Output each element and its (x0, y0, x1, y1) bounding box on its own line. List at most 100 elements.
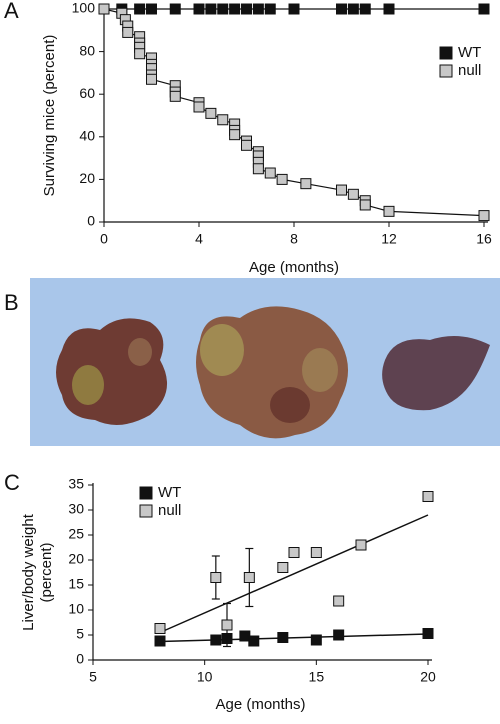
marker (276, 173, 288, 185)
marker (310, 547, 322, 558)
x-tick-label: 10 (197, 669, 213, 685)
marker (146, 73, 157, 85)
marker (229, 129, 241, 141)
marker (210, 634, 222, 646)
marker (210, 572, 222, 583)
trend-line (159, 514, 429, 634)
series-line (103, 8, 485, 217)
y-tick-label: 20 (68, 551, 84, 567)
marker (205, 3, 217, 15)
marker (248, 635, 260, 647)
marker (355, 539, 367, 551)
panel-label: C (4, 470, 20, 495)
marker (359, 3, 371, 15)
x-tick-label: 4 (195, 231, 203, 247)
y-axis-title: Liver/body weight (20, 513, 37, 631)
legend-swatch (439, 64, 453, 78)
x-axis-title: Age (months) (215, 696, 305, 713)
marker (336, 184, 347, 196)
y-tick-label: 25 (68, 526, 84, 542)
marker (300, 178, 312, 190)
x-tick-label: 20 (420, 669, 436, 685)
liver-right (382, 336, 490, 411)
marker (478, 3, 490, 15)
marker (288, 3, 300, 15)
marker (146, 3, 157, 15)
marker (169, 90, 181, 102)
legend-swatch (139, 504, 153, 518)
marker (359, 199, 371, 211)
y-tick-label: 100 (72, 0, 96, 16)
marker (134, 3, 146, 15)
liver-left (56, 318, 168, 425)
marker (347, 188, 359, 200)
marker (134, 48, 146, 60)
legend-label: WT (458, 44, 481, 61)
liver-photo (30, 278, 500, 446)
y-tick-label: 0 (76, 651, 84, 667)
marker (422, 628, 434, 639)
marker (154, 635, 166, 647)
legend-swatch (439, 46, 453, 60)
marker (478, 210, 490, 222)
tumor (302, 348, 338, 392)
marker (383, 3, 395, 15)
marker (277, 562, 289, 573)
y-tick-label: 10 (68, 601, 84, 617)
y-tick-label: 20 (79, 170, 95, 186)
x-tick-label: 15 (309, 669, 325, 685)
x-tick-label: 8 (290, 231, 298, 247)
marker (217, 114, 229, 126)
marker (122, 26, 134, 38)
tumor (128, 338, 152, 366)
y-tick-label: 80 (79, 42, 95, 58)
y-tick-label: 35 (68, 476, 84, 492)
legend-label: null (458, 62, 481, 79)
y-tick-label: 15 (68, 576, 84, 592)
marker (422, 491, 434, 502)
marker (205, 107, 217, 119)
panel-label: B (4, 290, 19, 315)
marker (277, 632, 289, 643)
y-tick-label: 40 (79, 128, 95, 144)
marker (193, 101, 205, 113)
marker (98, 3, 110, 15)
y-tick-label: 60 (79, 85, 95, 101)
marker (264, 167, 276, 179)
marker (347, 3, 359, 15)
y-axis-title: (percent) (38, 542, 55, 602)
marker (241, 139, 252, 151)
x-tick-label: 16 (476, 231, 492, 247)
trend-line (159, 633, 429, 643)
x-axis-title: Age (months) (249, 259, 339, 276)
marker (252, 163, 264, 175)
y-tick-label: 30 (68, 501, 84, 517)
y-tick-label: 0 (87, 213, 95, 229)
marker (169, 3, 181, 15)
marker (252, 3, 264, 15)
x-tick-label: 5 (89, 669, 97, 685)
tumor (72, 365, 104, 405)
tumor (200, 324, 244, 376)
legend-label: null (158, 502, 181, 519)
panel-label: A (4, 0, 19, 23)
tumor (270, 387, 310, 423)
y-tick-label: 5 (76, 626, 84, 642)
x-tick-label: 0 (100, 231, 108, 247)
marker (264, 3, 276, 15)
marker (241, 3, 252, 15)
marker (243, 572, 255, 583)
marker (193, 3, 205, 15)
legend-label: WT (158, 484, 181, 501)
marker (336, 3, 347, 15)
x-tick-label: 12 (381, 231, 397, 247)
marker (310, 634, 322, 646)
marker (333, 595, 345, 607)
legend-swatch (139, 486, 153, 500)
marker (217, 3, 229, 15)
marker (154, 623, 166, 634)
y-axis-title: Surviving mice (percent) (41, 35, 58, 197)
marker (221, 619, 233, 631)
marker (288, 547, 300, 558)
